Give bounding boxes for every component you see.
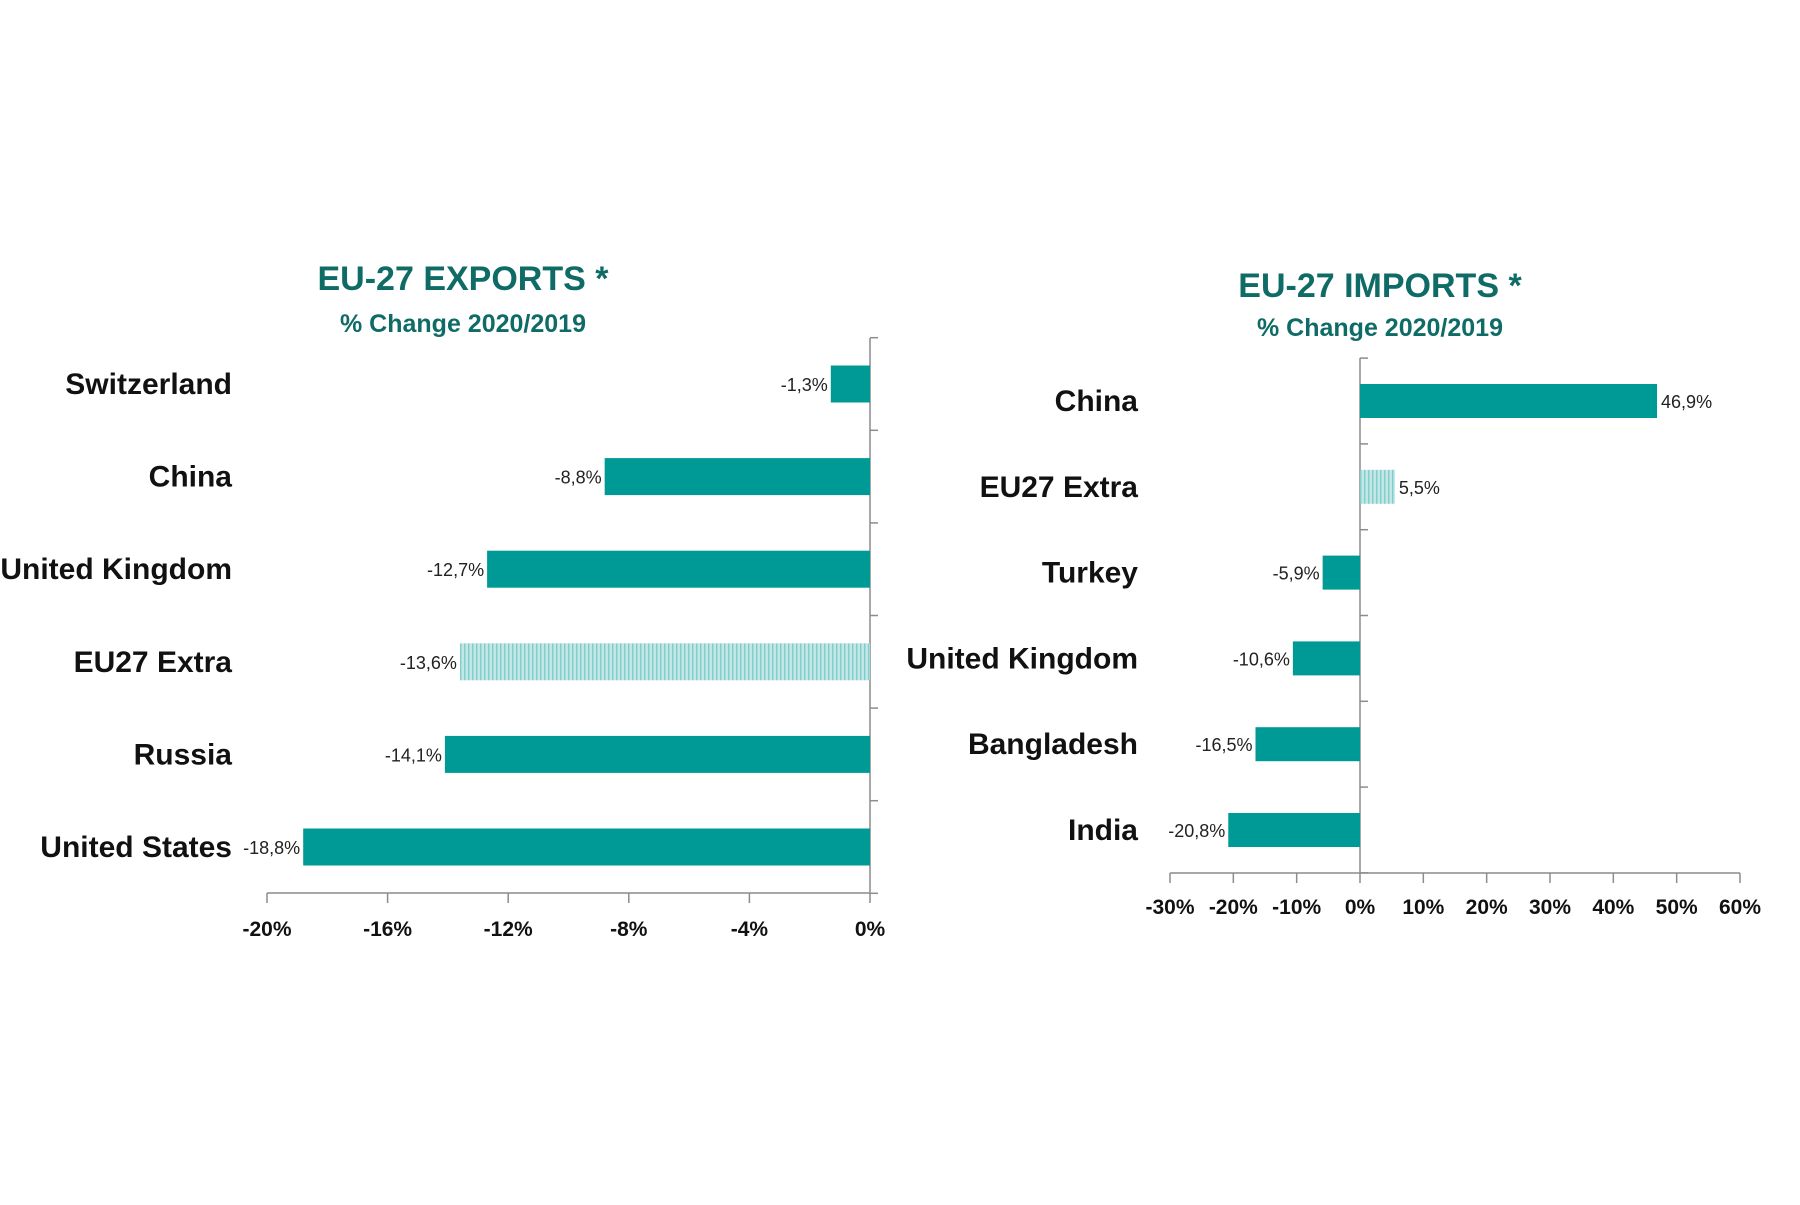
imports-data-label: -20,8% [1168, 821, 1225, 841]
exports-x-tick-label: -16% [363, 918, 412, 941]
imports-data-label: -5,9% [1273, 564, 1320, 584]
exports-bar-russia [444, 735, 870, 773]
exports-chart-title: EU-27 EXPORTS * [318, 260, 610, 298]
imports-bar-bangladesh [1255, 727, 1360, 762]
exports-x-tick-label: -20% [242, 918, 291, 941]
imports-category-label: EU27 Extra [980, 471, 1139, 504]
exports-bar-china [604, 458, 870, 496]
exports-category-label: China [149, 461, 233, 494]
exports-data-label: -18,8% [243, 838, 300, 858]
imports-x-tick-label: 40% [1592, 896, 1634, 919]
imports-x-tick-label: 10% [1402, 896, 1444, 919]
imports-category-label: China [1055, 385, 1139, 418]
exports-data-label: -1,3% [781, 375, 828, 395]
exports-x-tick-label: -4% [731, 918, 769, 941]
imports-x-tick-label: 0% [1345, 896, 1376, 919]
imports-x-tick-label: 60% [1719, 896, 1761, 919]
imports-x-tick-label: -10% [1272, 896, 1321, 919]
exports-chart-subtitle: % Change 2020/2019 [340, 310, 586, 338]
imports-chart: -30% -20% -10% 0% 10% 20% 30% 40% 50% 60% China 46,… [906, 357, 1761, 919]
imports-category-label: Turkey [1042, 557, 1138, 590]
imports-data-label: -16,5% [1195, 735, 1252, 755]
exports-category-label: EU27 Extra [74, 646, 233, 679]
exports-x-tick-label: -12% [484, 918, 533, 941]
imports-bar-eu27-extra [1360, 469, 1395, 504]
exports-category-label: United States [40, 831, 232, 864]
imports-data-label: 46,9% [1661, 392, 1712, 412]
imports-bar-turkey [1322, 555, 1360, 590]
imports-bar-united-kingdom [1292, 641, 1360, 676]
exports-data-label: -14,1% [385, 745, 442, 765]
exports-category-label: United Kingdom [0, 553, 232, 586]
imports-x-tick-label: 50% [1656, 896, 1698, 919]
exports-bar-united-states [303, 828, 870, 866]
exports-x-tick-label: -8% [610, 918, 648, 941]
imports-x-tick-label: 30% [1529, 896, 1571, 919]
exports-chart: -20% -16% -12% -8% -4% 0% Switzerland -1,3% Chin… [0, 336, 886, 941]
imports-category-label: United Kingdom [906, 642, 1138, 675]
imports-x-tick-label: -30% [1145, 896, 1194, 919]
imports-x-tick-label: 20% [1466, 896, 1508, 919]
exports-data-label: -8,8% [555, 468, 602, 488]
exports-bar-eu27-extra [459, 643, 870, 681]
exports-bar-switzerland [830, 365, 870, 403]
imports-data-label: -10,6% [1233, 649, 1290, 669]
imports-chart-title: EU-27 IMPORTS * [1238, 267, 1522, 305]
imports-category-label: Bangladesh [968, 728, 1138, 761]
imports-data-label: 5,5% [1399, 478, 1440, 498]
imports-chart-subtitle: % Change 2020/2019 [1257, 314, 1503, 342]
imports-category-label: India [1068, 814, 1138, 847]
exports-category-label: Switzerland [65, 368, 232, 401]
imports-bar-india [1228, 813, 1360, 847]
exports-x-tick-label: 0% [855, 918, 886, 941]
exports-bar-united-kingdom [487, 550, 870, 588]
exports-data-label: -13,6% [400, 653, 457, 673]
exports-category-label: Russia [134, 738, 233, 771]
imports-bar-china [1360, 384, 1658, 418]
exports-data-label: -12,7% [427, 560, 484, 580]
imports-x-tick-label: -20% [1209, 896, 1258, 919]
